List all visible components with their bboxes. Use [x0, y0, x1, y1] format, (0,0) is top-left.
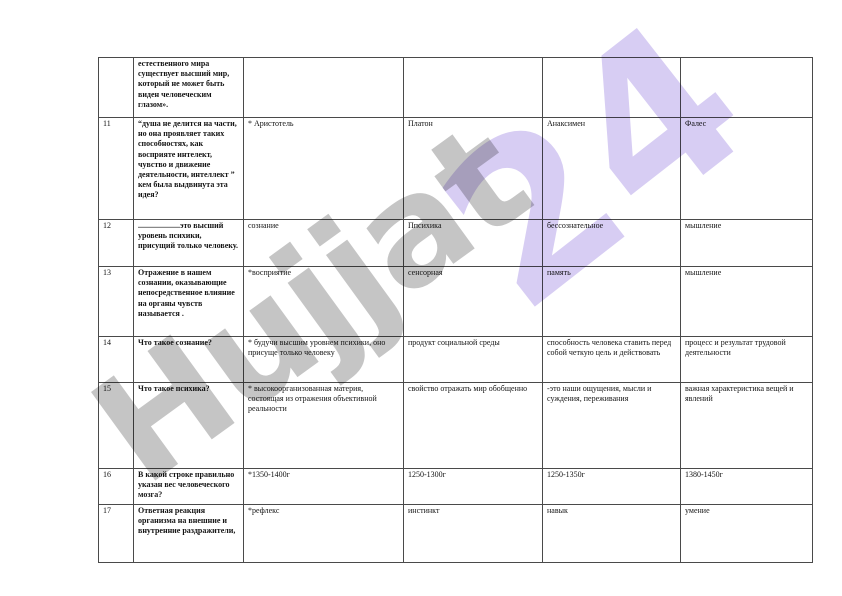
option-d-cell: мышление [680, 266, 813, 337]
row-number-cell: 13 [98, 266, 134, 337]
row-number-cell: 16 [98, 468, 134, 505]
table-row: 16 В какой строке правильно указан вес ч… [98, 468, 813, 505]
option-c-cell: способность человека ставить перед собой… [542, 336, 681, 383]
option-b-cell: сенсорная [403, 266, 543, 337]
question-cell: “душа не делится на части, но она проявл… [133, 117, 244, 220]
row-number-cell: 11 [98, 117, 134, 220]
option-b-cell: Ппсихика [403, 219, 543, 267]
option-a-cell: * Аристотель [243, 117, 404, 220]
row-number-cell: 17 [98, 504, 134, 563]
question-cell: Что такое сознание? [133, 336, 244, 383]
questions-table: естественного мира существует высший мир… [98, 57, 813, 563]
option-d-cell: важная характеристика вещей и явлений [680, 382, 813, 469]
option-a-cell: *1350-1400г [243, 468, 404, 505]
option-a-cell [243, 57, 404, 118]
question-cell: В какой строке правильно указан вес чело… [133, 468, 244, 505]
option-c-cell: 1250-1350г [542, 468, 681, 505]
option-b-cell: Платон [403, 117, 543, 220]
option-b-cell: свойство отражать мир обобщенно [403, 382, 543, 469]
option-b-cell: инстинкт [403, 504, 543, 563]
option-c-cell: Анаксимен [542, 117, 681, 220]
table-row: 12 .....................это высший урове… [98, 219, 813, 267]
option-b-cell: продукт социальной среды [403, 336, 543, 383]
option-b-cell [403, 57, 543, 118]
option-d-cell: процесс и результат трудовой деятельност… [680, 336, 813, 383]
question-cell: Ответная реакция организма на внешние и … [133, 504, 244, 563]
table-row: 13 Отражение в нашем сознании, оказывающ… [98, 266, 813, 337]
question-cell: Что такое психика? [133, 382, 244, 469]
question-cell: естественного мира существует высший мир… [133, 57, 244, 118]
option-c-cell: -это наши ощущения, мысли и суждения, пе… [542, 382, 681, 469]
option-a-cell: * высокоорганизованная материя, состояща… [243, 382, 404, 469]
option-a-cell: *восприятие [243, 266, 404, 337]
table-row: 11 “душа не делится на части, но она про… [98, 117, 813, 220]
option-c-cell: навык [542, 504, 681, 563]
option-d-cell [680, 57, 813, 118]
option-c-cell: бессознательное [542, 219, 681, 267]
table-row: естественного мира существует высший мир… [98, 57, 813, 118]
row-number-cell: 15 [98, 382, 134, 469]
question-cell: .....................это высший уровень … [133, 219, 244, 267]
row-number-cell: 14 [98, 336, 134, 383]
option-a-cell: *рефлекс [243, 504, 404, 563]
table-row: 15 Что такое психика? * высокоорганизова… [98, 382, 813, 469]
option-c-cell: память [542, 266, 681, 337]
option-c-cell [542, 57, 681, 118]
option-b-cell: 1250-1300г [403, 468, 543, 505]
row-number-cell: 12 [98, 219, 134, 267]
row-number-cell [98, 57, 134, 118]
table-row: 14 Что такое сознание? * будучи высшим у… [98, 336, 813, 383]
option-d-cell: 1380-1450г [680, 468, 813, 505]
question-cell: Отражение в нашем сознании, оказывающие … [133, 266, 244, 337]
option-a-cell: * будучи высшим уровнем психики, оно при… [243, 336, 404, 383]
table-row: 17 Ответная реакция организма на внешние… [98, 504, 813, 563]
option-d-cell: умение [680, 504, 813, 563]
option-d-cell: Фалес [680, 117, 813, 220]
option-d-cell: мышление [680, 219, 813, 267]
option-a-cell: сознание [243, 219, 404, 267]
